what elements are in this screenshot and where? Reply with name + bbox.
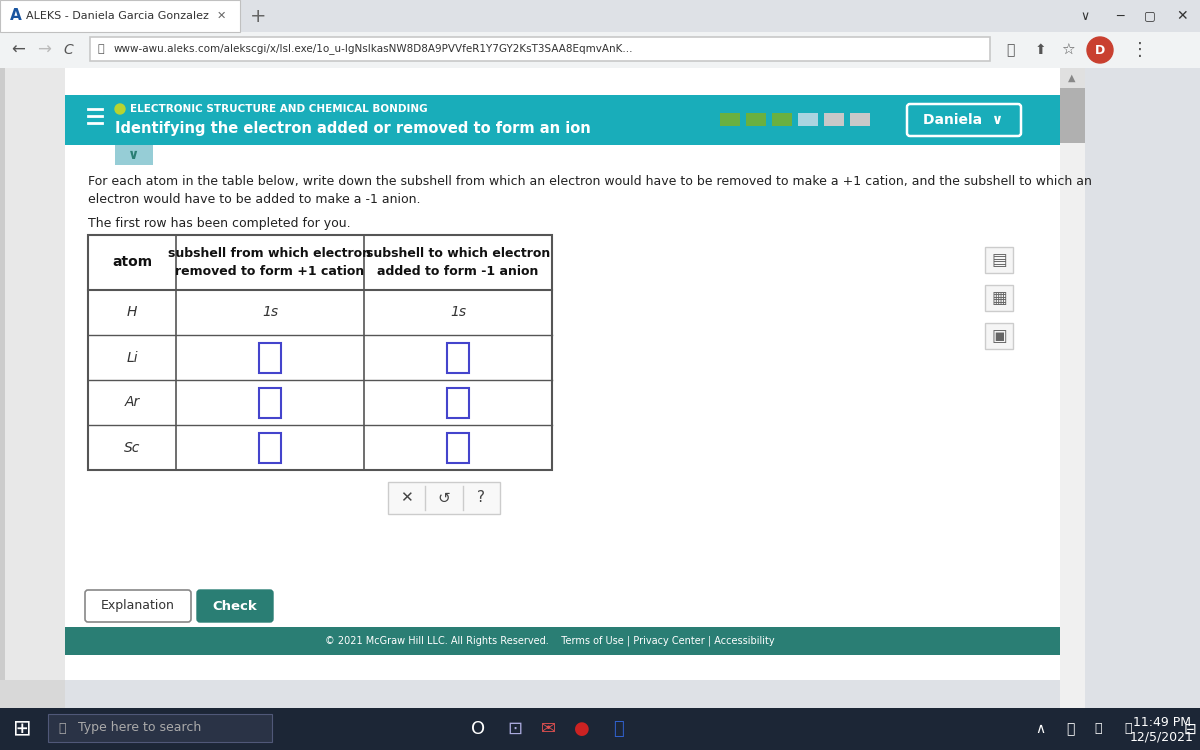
Text: Ar: Ar [125,395,139,410]
FancyBboxPatch shape [85,590,191,622]
Bar [0,68,65,680]
Text: H: H [127,305,137,320]
Bar [0,0,1200,32]
Text: ✉: ✉ [540,720,556,738]
Text: Check: Check [212,599,257,613]
Bar [90,37,990,61]
Bar [824,113,844,126]
Text: Li: Li [126,350,138,364]
Bar [446,388,469,418]
Bar [985,247,1013,273]
Bar [259,388,281,418]
FancyBboxPatch shape [197,590,274,622]
Text: ▤: ▤ [991,251,1007,269]
Text: ▲: ▲ [1068,73,1075,83]
Bar [0,68,5,680]
Text: The first row has been completed for you.: The first row has been completed for you… [88,217,350,230]
Text: C: C [64,43,73,57]
Bar [985,285,1013,311]
Text: 🔋: 🔋 [1124,722,1132,736]
Text: ALEKS - Daniela Garcia Gonzalez: ALEKS - Daniela Garcia Gonzalez [26,11,209,21]
Text: ∨: ∨ [1080,10,1090,22]
Text: Identifying the electron added or removed to form an ion: Identifying the electron added or remove… [115,121,590,136]
Text: →: → [37,41,50,59]
Text: ▦: ▦ [991,289,1007,307]
Bar [65,95,1060,145]
Bar [1060,68,1085,88]
Text: A: A [10,8,22,23]
Bar [850,113,870,126]
Text: Type here to search: Type here to search [78,722,202,734]
Text: ELECTRONIC STRUCTURE AND CHEMICAL BONDING: ELECTRONIC STRUCTURE AND CHEMICAL BONDIN… [130,104,427,114]
Text: ▢: ▢ [1144,10,1156,22]
Text: ●: ● [574,720,590,738]
Text: www-awu.aleks.com/alekscgi/x/lsl.exe/1o_u-lgNslkasNW8D8A9PVVfeR1Y7GY2KsT3SAA8Eqm: www-awu.aleks.com/alekscgi/x/lsl.exe/1o_… [114,44,634,55]
Text: © 2021 McGraw Hill LLC. All Rights Reserved.    Terms of Use | Privacy Center | : © 2021 McGraw Hill LLC. All Rights Reser… [325,636,775,646]
Text: ⋮: ⋮ [1132,41,1150,59]
Text: ▣: ▣ [991,327,1007,345]
Bar [0,708,1200,750]
Bar [772,113,792,126]
Text: ☆: ☆ [1061,43,1075,58]
Bar [0,32,1200,68]
Bar [88,235,552,470]
Text: 🌐: 🌐 [613,720,623,738]
Bar [1060,88,1085,143]
Bar [746,113,766,126]
Bar [259,343,281,373]
Text: +: + [250,7,266,26]
Text: Explanation: Explanation [101,599,175,613]
Circle shape [1087,37,1114,63]
Text: 1s: 1s [262,305,278,320]
Text: electron would have to be added to make a -1 anion.: electron would have to be added to make … [88,193,420,206]
Bar [0,68,65,748]
Circle shape [115,104,125,114]
Text: ↺: ↺ [438,490,450,506]
Text: ⊟: ⊟ [1183,722,1196,736]
Text: 11:49 PM: 11:49 PM [1133,716,1190,728]
Bar [65,627,1060,655]
Bar [1060,68,1085,748]
Text: ⊞: ⊞ [13,719,31,739]
Bar [446,433,469,463]
Text: ✕: ✕ [216,11,226,21]
Bar [446,343,469,373]
Text: For each atom in the table below, write down the subshell from which an electron: For each atom in the table below, write … [88,175,1092,188]
Text: O: O [470,720,485,738]
Bar [985,323,1013,349]
Text: subshell from which electron
removed to form +1 cation: subshell from which electron removed to … [168,247,372,278]
Text: ?: ? [478,490,485,506]
Text: 12/5/2021: 12/5/2021 [1130,730,1194,743]
Bar [798,113,818,126]
Text: subshell to which electron
added to form -1 anion: subshell to which electron added to form… [366,247,550,278]
Text: 🔍: 🔍 [59,722,66,734]
Text: ∨: ∨ [128,148,139,162]
Text: ✕: ✕ [1176,9,1188,23]
Bar [48,714,272,742]
Text: 🔍: 🔍 [1006,43,1014,57]
Text: Daniela  ∨: Daniela ∨ [923,113,1003,127]
Bar [388,482,500,514]
Text: ⊡: ⊡ [508,720,522,738]
Text: Sc: Sc [124,440,140,454]
Text: ⬆: ⬆ [1034,43,1046,57]
Text: ←: ← [11,41,25,59]
Bar [0,68,65,748]
Bar [259,433,281,463]
Bar [65,68,1060,680]
Text: 1s: 1s [450,305,466,320]
Bar [0,0,240,32]
Text: ✕: ✕ [401,490,413,506]
Text: D: D [1094,44,1105,56]
Text: 🔒: 🔒 [98,44,104,54]
Text: ─: ─ [1116,10,1123,22]
Text: 📶: 📶 [1094,722,1102,736]
Bar [115,145,154,165]
Text: atom: atom [112,256,152,269]
Text: ∧: ∧ [1034,722,1045,736]
Bar [720,113,740,126]
Text: 🔊: 🔊 [1066,722,1074,736]
